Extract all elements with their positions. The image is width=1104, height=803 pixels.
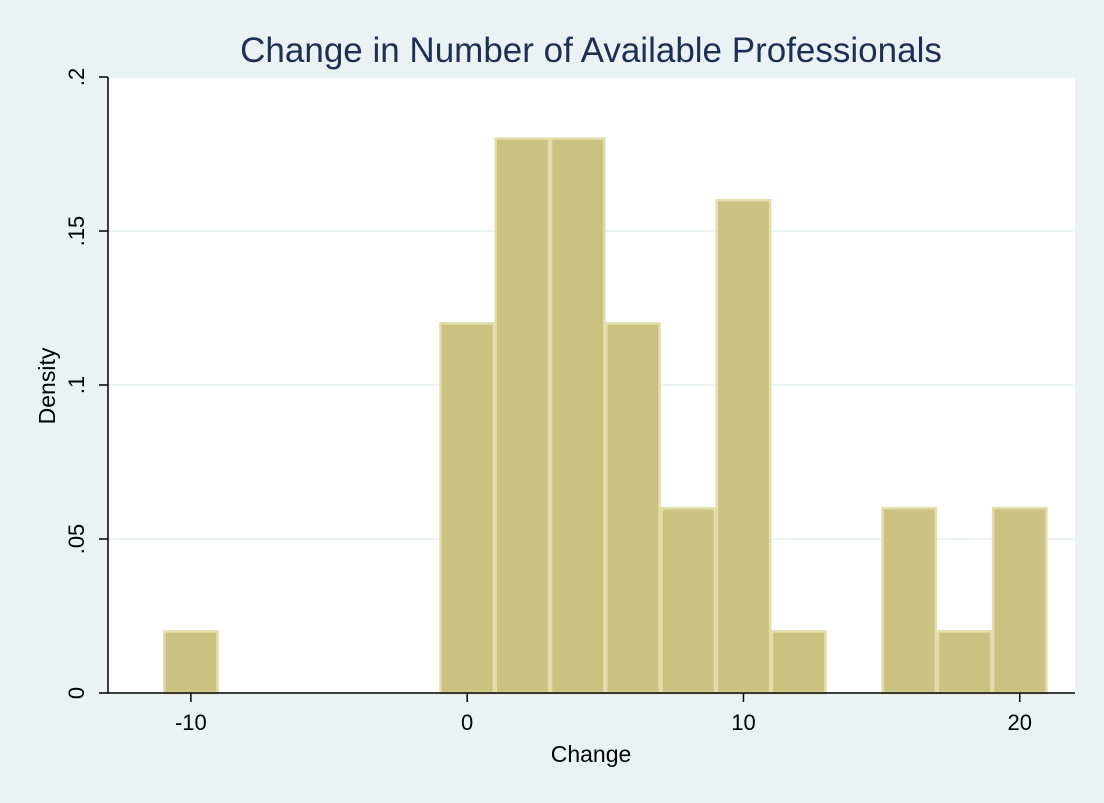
y-tick-label: .15 [64, 216, 89, 247]
y-axis-label: Density [34, 347, 60, 424]
histogram-bar [163, 630, 219, 695]
histogram-bar [605, 322, 661, 695]
histogram-bar [660, 506, 717, 695]
chart-title: Change in Number of Available Profession… [240, 31, 942, 70]
histogram-bar [881, 506, 938, 695]
histogram-bar [770, 630, 827, 695]
x-tick-label: 20 [1008, 710, 1032, 735]
x-tick-label: 10 [731, 710, 755, 735]
histogram-bar [549, 137, 606, 695]
x-axis-label: Change [551, 741, 632, 767]
y-ticks: 0 .05 .1 .15 .2 [64, 68, 108, 699]
histogram-bar [439, 322, 496, 695]
histogram-bar [936, 630, 993, 695]
y-tick-label: .1 [64, 376, 89, 394]
y-tick-label: .05 [64, 524, 89, 555]
x-tick-label: 0 [461, 710, 473, 735]
histogram-bar [494, 137, 551, 695]
x-tick-label: -10 [175, 710, 207, 735]
histogram-bar [991, 506, 1048, 695]
x-ticks: -10 0 10 20 [175, 693, 1032, 735]
y-tick-label: 0 [64, 687, 89, 699]
histogram-bar [715, 198, 772, 695]
y-tick-label: .2 [64, 68, 89, 86]
